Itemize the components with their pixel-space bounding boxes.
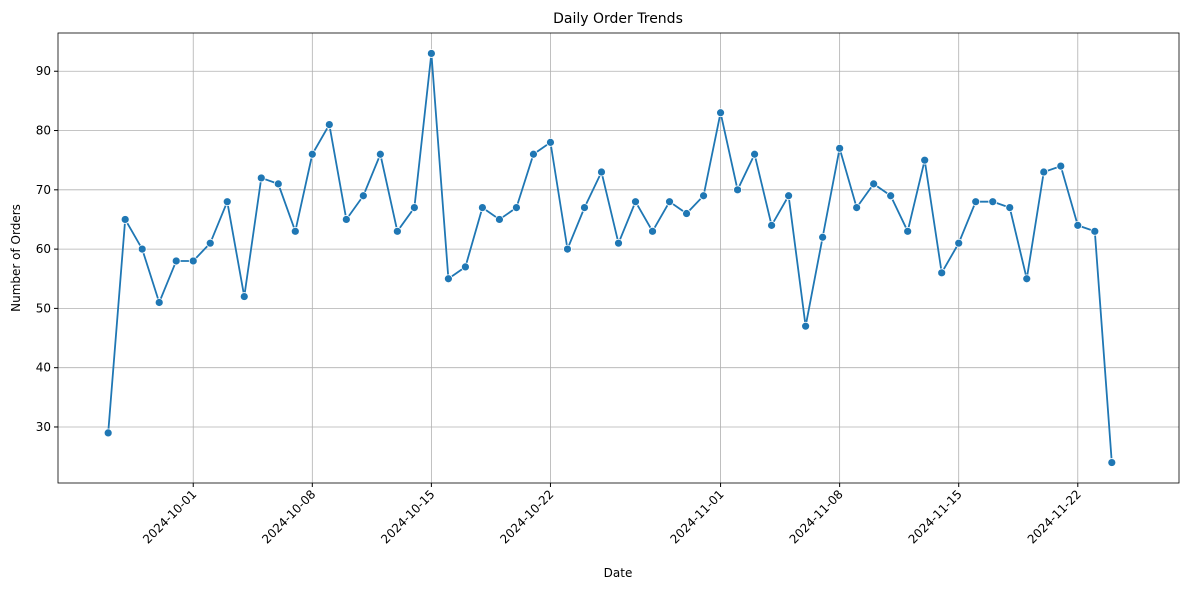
data-point	[886, 191, 896, 201]
x-tick-label: 2024-10-01	[140, 487, 199, 546]
data-point	[273, 179, 283, 189]
data-point	[988, 197, 998, 207]
data-point	[358, 191, 368, 201]
data-point	[1005, 203, 1015, 213]
data-point	[154, 298, 164, 307]
data-point	[614, 238, 623, 248]
data-point	[563, 244, 572, 254]
data-point	[495, 215, 504, 224]
data-point	[426, 49, 436, 58]
data-point	[920, 155, 930, 165]
data-point	[937, 268, 947, 278]
data-point	[767, 220, 776, 230]
y-tick-label: 40	[36, 361, 51, 375]
data-point	[1090, 226, 1100, 236]
data-point	[818, 232, 828, 242]
x-axis-label: Date	[604, 566, 633, 580]
chart-title: Daily Order Trends	[553, 11, 683, 27]
data-point	[392, 226, 402, 236]
data-point	[1039, 167, 1049, 177]
data-point	[546, 137, 555, 147]
x-tick-label: 2024-10-22	[497, 487, 556, 546]
data-point	[801, 321, 811, 331]
data-line	[107, 53, 1113, 463]
data-point	[597, 167, 606, 177]
x-tick-label: 2024-10-08	[259, 487, 318, 546]
data-point	[375, 149, 385, 159]
plot-frame	[57, 32, 1180, 484]
data-point	[103, 428, 113, 438]
x-tick-label: 2024-11-01	[667, 487, 726, 546]
data-point	[682, 209, 691, 218]
data-point	[784, 191, 794, 201]
data-point	[852, 203, 862, 213]
data-point	[239, 292, 249, 301]
data-point	[461, 262, 470, 272]
data-point	[716, 108, 725, 118]
data-point	[954, 238, 964, 248]
data-point	[137, 244, 147, 254]
data-point	[256, 173, 266, 183]
y-tick-label: 50	[36, 301, 51, 315]
data-point	[341, 215, 351, 224]
data-point	[307, 149, 317, 159]
y-tick-label: 70	[36, 183, 51, 197]
data-point	[971, 197, 981, 207]
data-point	[1022, 274, 1032, 284]
data-point	[188, 256, 198, 266]
y-tick-label: 90	[36, 64, 51, 78]
y-tick-label: 30	[36, 420, 51, 434]
data-point	[648, 226, 657, 236]
data-point	[903, 226, 913, 236]
x-tick-label: 2024-10-15	[378, 487, 437, 546]
data-point	[324, 120, 334, 130]
data-point	[512, 203, 521, 213]
data-point	[1073, 220, 1083, 230]
data-point	[750, 149, 759, 159]
y-tick-label: 80	[36, 124, 51, 138]
data-point	[869, 179, 879, 189]
data-point	[409, 203, 419, 213]
data-point	[631, 197, 640, 207]
data-point	[290, 226, 300, 236]
x-tick-label: 2024-11-08	[787, 487, 846, 546]
data-point	[733, 185, 742, 195]
y-tick-label: 60	[36, 242, 51, 256]
data-point	[529, 149, 538, 159]
y-axis-label: Number of Orders	[9, 204, 23, 312]
data-point	[835, 143, 845, 153]
data-point	[171, 256, 181, 266]
data-point	[120, 215, 130, 224]
data-point	[205, 238, 215, 248]
data-point	[443, 274, 453, 284]
data-point	[478, 203, 487, 213]
data-point	[1056, 161, 1066, 171]
data-point	[665, 197, 674, 207]
data-point	[580, 203, 589, 213]
x-tick-label: 2024-11-15	[906, 487, 965, 546]
data-point	[1107, 458, 1117, 467]
data-point	[699, 191, 708, 201]
x-tick-label: 2024-11-22	[1025, 487, 1084, 546]
data-point	[222, 197, 232, 207]
